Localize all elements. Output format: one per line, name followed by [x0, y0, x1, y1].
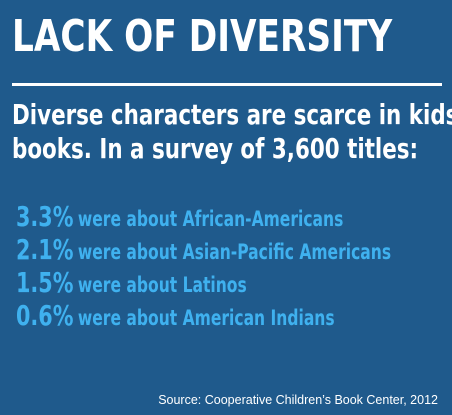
stat-description: were about Latinos: [77, 273, 247, 297]
stat-percentage: 3.3%: [16, 200, 74, 233]
stat-percentage: 1.5%: [16, 266, 74, 299]
intro-text: Diverse characters are scarce in kids’ b…: [12, 98, 452, 166]
intro-line-1: Diverse characters are scarce in kids’: [12, 98, 452, 131]
stat-description: were about African-Americans: [77, 207, 344, 231]
source-citation: Source: Cooperative Children’s Book Cent…: [158, 393, 438, 407]
stat-african-americans: 3.3% were about African-Americans: [16, 200, 430, 233]
intro-line-2: books. In a survey of 3,600 titles:: [12, 132, 419, 165]
stats-list: 3.3% were about African-Americans 2.1% wer…: [16, 200, 430, 332]
title-divider: [12, 83, 442, 86]
stat-description: were about American Indians: [77, 306, 335, 330]
stat-american-indians: 0.6% were about American Indians: [16, 299, 430, 332]
stat-description: were about Asian-Pacific Americans: [77, 240, 392, 264]
stat-percentage: 2.1%: [16, 233, 74, 266]
stat-latinos: 1.5% were about Latinos: [16, 266, 430, 299]
stat-percentage: 0.6%: [16, 299, 74, 332]
stat-asian-pacific-americans: 2.1% were about Asian-Pacific Americans: [16, 233, 430, 266]
infographic-title: LACK OF DIVERSITY: [12, 11, 393, 62]
